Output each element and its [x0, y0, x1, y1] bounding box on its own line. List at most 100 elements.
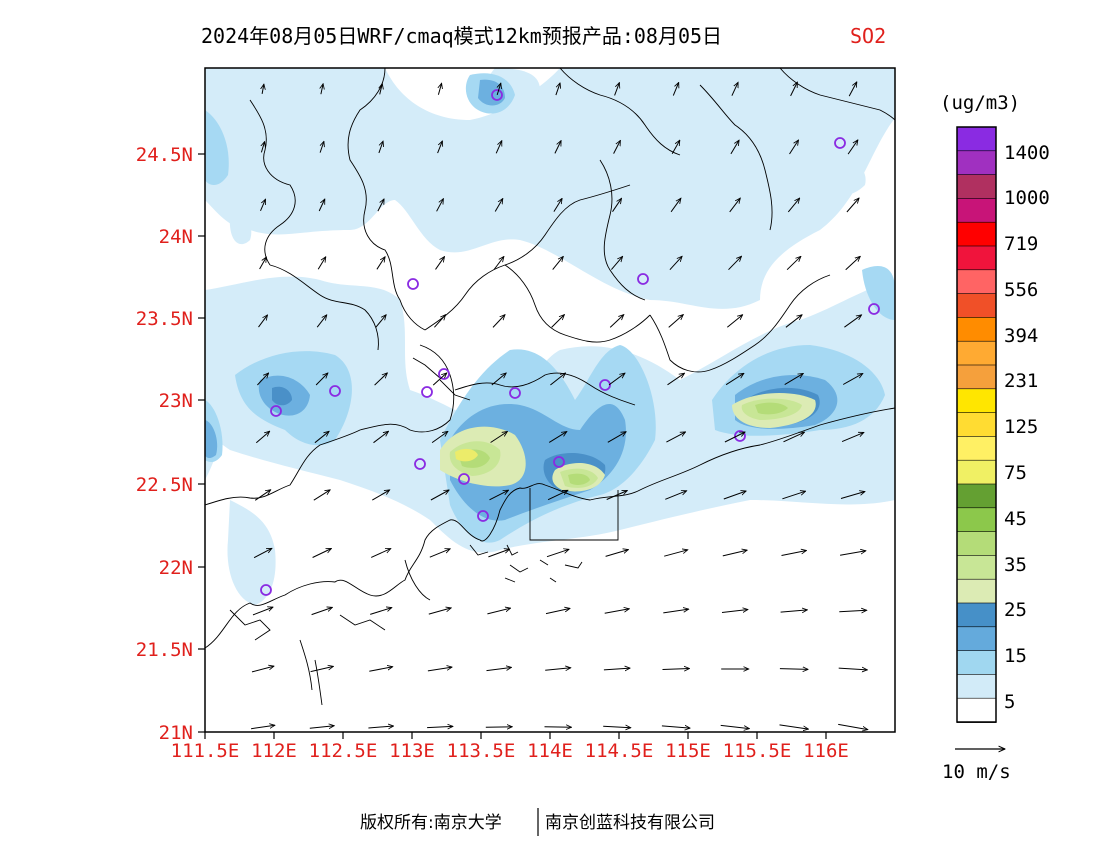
wind-arrow [780, 610, 808, 612]
wind-arrow [493, 257, 504, 270]
colorbar-label: 125 [1004, 416, 1038, 438]
wind-arrow [665, 491, 686, 500]
wind-arrow [494, 199, 503, 212]
lon-label: 114.5E [585, 740, 654, 762]
wind-arrow [613, 140, 621, 154]
wind-arrow [253, 548, 272, 559]
colorbar-block [956, 412, 997, 438]
site-marker [421, 386, 433, 398]
wind-arrow [262, 84, 264, 94]
colorbar-block [956, 340, 997, 366]
lon-label: 111.5E [171, 740, 240, 762]
wind-arrow [720, 724, 750, 728]
colorbar-block [956, 269, 997, 295]
wind-arrow [380, 84, 383, 95]
wind-arrow [437, 141, 443, 154]
wind-arrow [847, 140, 858, 155]
colorbar-block [956, 674, 997, 700]
wind-vectors [251, 82, 868, 730]
colorbar-labels: 1400 1000 719 556 394 231 125 75 45 35 2… [1004, 142, 1050, 713]
monitoring-sites [260, 89, 880, 596]
colorbar-block [956, 150, 997, 176]
wind-arrow [666, 432, 685, 443]
wind-arrow [785, 315, 802, 328]
wind-arrow [611, 256, 622, 270]
wind-arrow [789, 140, 799, 155]
wind-arrow [372, 490, 389, 501]
wind-arrow [845, 256, 861, 271]
wind-arrow [670, 198, 681, 213]
wind-arrow [787, 198, 799, 213]
wind-arrow [368, 726, 393, 728]
wind-arrow [317, 257, 326, 270]
wind-arrow [489, 490, 509, 501]
wind-arrow [838, 723, 868, 729]
colorbar-block [956, 436, 997, 462]
colorbar-block [956, 507, 997, 533]
wind-arrow [781, 551, 807, 556]
colorbar-label: 394 [1004, 325, 1038, 347]
colorbar-label: 75 [1004, 462, 1027, 484]
wind-arrow [725, 373, 744, 386]
wind-arrow [848, 82, 857, 97]
wind-arrow [373, 431, 389, 444]
site-marker [458, 473, 470, 485]
wind-arrow [667, 373, 685, 386]
wind-arrow [320, 141, 324, 153]
wind-arrow [254, 490, 271, 501]
wind-arrow [553, 198, 562, 212]
wind-arrow [261, 142, 264, 153]
site-marker [637, 273, 649, 285]
wind-arrow [436, 199, 444, 212]
lon-axis [204, 732, 827, 739]
colorbar-label: 45 [1004, 508, 1027, 530]
wind-arrow [313, 490, 330, 501]
site-marker [438, 368, 450, 380]
wind-arrow [554, 141, 561, 154]
wind-arrow [664, 550, 688, 557]
lat-label: 21N [159, 722, 193, 744]
plot-area [205, 68, 895, 732]
site-marker [491, 89, 503, 101]
lat-axis [198, 153, 205, 733]
wind-arrow [846, 198, 859, 213]
colorbar-label: 719 [1004, 233, 1038, 255]
wind-arrow [251, 666, 274, 673]
colorbar-block [956, 578, 997, 604]
wind-arrow [614, 83, 620, 96]
wind-arrow [779, 669, 808, 670]
lon-label: 116E [803, 740, 849, 762]
footer-copyright: 版权所有:南京大学 [360, 813, 502, 833]
wind-arrow [840, 551, 866, 556]
wind-arrow [779, 724, 809, 729]
wind-arrow [551, 315, 565, 328]
wind-arrow [550, 373, 565, 386]
wind-arrow [427, 667, 452, 672]
variable-label: SO2 [850, 24, 886, 48]
site-marker [553, 456, 565, 468]
wind-reference: 10 m/s [942, 749, 1011, 783]
wind-reference-label: 10 m/s [942, 761, 1011, 783]
wind-arrow [661, 726, 690, 728]
wind-arrow [259, 257, 267, 270]
wind-arrow [730, 140, 739, 155]
wind-arrow [603, 668, 630, 670]
wind-arrow [545, 668, 571, 670]
wind-arrow [721, 610, 748, 613]
wind-arrow [724, 432, 745, 443]
wind-arrow [427, 726, 453, 727]
footer: 版权所有:南京大学 南京创蓝科技有限公司 [360, 808, 715, 836]
wind-arrow [378, 141, 383, 154]
wind-arrow [603, 726, 631, 727]
wind-arrow [435, 257, 445, 270]
wind-arrow [731, 82, 739, 96]
wind-arrow [609, 315, 624, 328]
lat-label: 22.5N [136, 474, 193, 496]
wind-arrow [486, 667, 512, 672]
wind-arrow [490, 432, 508, 443]
site-marker [834, 137, 846, 149]
wind-arrow [726, 315, 742, 328]
lon-label: 113.5E [447, 740, 516, 762]
wind-arrow [321, 84, 323, 95]
